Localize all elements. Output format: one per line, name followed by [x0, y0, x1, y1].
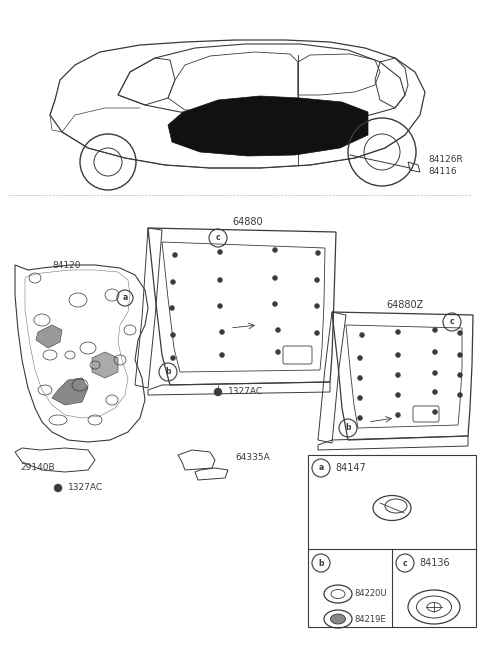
Text: 29140B: 29140B — [20, 464, 55, 473]
Circle shape — [358, 355, 362, 361]
Text: b: b — [165, 368, 171, 377]
Circle shape — [214, 388, 222, 396]
Text: 1327AC: 1327AC — [228, 388, 263, 397]
Text: 64880Z: 64880Z — [386, 300, 424, 310]
Circle shape — [315, 250, 321, 255]
Circle shape — [273, 275, 277, 281]
Text: 84126R: 84126R — [428, 155, 463, 164]
Circle shape — [170, 333, 176, 337]
Polygon shape — [168, 96, 368, 156]
Text: 1327AC: 1327AC — [68, 484, 103, 493]
Circle shape — [273, 248, 277, 252]
Circle shape — [276, 350, 280, 355]
Circle shape — [396, 393, 400, 397]
Polygon shape — [92, 352, 118, 378]
Circle shape — [358, 415, 362, 421]
Text: c: c — [450, 317, 454, 326]
Circle shape — [457, 373, 463, 377]
Circle shape — [217, 304, 223, 308]
Circle shape — [396, 353, 400, 357]
Circle shape — [457, 393, 463, 397]
Circle shape — [432, 410, 437, 415]
Circle shape — [360, 333, 364, 337]
Text: 64335A: 64335A — [235, 453, 270, 462]
Text: 84120: 84120 — [52, 261, 81, 270]
Text: 84220U: 84220U — [354, 590, 386, 599]
Circle shape — [358, 395, 362, 401]
Text: 64880: 64880 — [233, 217, 264, 227]
Circle shape — [170, 279, 176, 284]
Circle shape — [396, 413, 400, 417]
Text: 84219E: 84219E — [354, 615, 385, 624]
Circle shape — [170, 355, 176, 361]
Circle shape — [314, 330, 320, 335]
Text: c: c — [403, 559, 408, 568]
Polygon shape — [36, 325, 62, 348]
Circle shape — [314, 277, 320, 283]
Circle shape — [276, 328, 280, 333]
Text: a: a — [122, 293, 128, 303]
Circle shape — [217, 250, 223, 255]
Text: 84147: 84147 — [335, 463, 366, 473]
Circle shape — [457, 330, 463, 335]
Text: 84136: 84136 — [419, 558, 450, 568]
Bar — [308, 455, 476, 627]
Circle shape — [396, 330, 400, 335]
Circle shape — [172, 252, 178, 257]
Circle shape — [273, 301, 277, 306]
Circle shape — [432, 350, 437, 355]
Circle shape — [217, 277, 223, 283]
Text: 84116: 84116 — [428, 168, 456, 177]
Circle shape — [219, 330, 225, 335]
Ellipse shape — [331, 614, 346, 624]
Circle shape — [358, 375, 362, 381]
Circle shape — [432, 328, 437, 333]
Text: c: c — [216, 233, 220, 243]
Circle shape — [219, 353, 225, 357]
Circle shape — [457, 353, 463, 357]
Text: a: a — [318, 464, 324, 473]
Text: b: b — [318, 559, 324, 568]
Polygon shape — [52, 378, 88, 405]
Circle shape — [432, 390, 437, 395]
Circle shape — [169, 306, 175, 310]
Circle shape — [314, 304, 320, 308]
Circle shape — [396, 373, 400, 377]
Text: b: b — [345, 424, 351, 433]
Circle shape — [54, 484, 62, 492]
Circle shape — [432, 370, 437, 375]
